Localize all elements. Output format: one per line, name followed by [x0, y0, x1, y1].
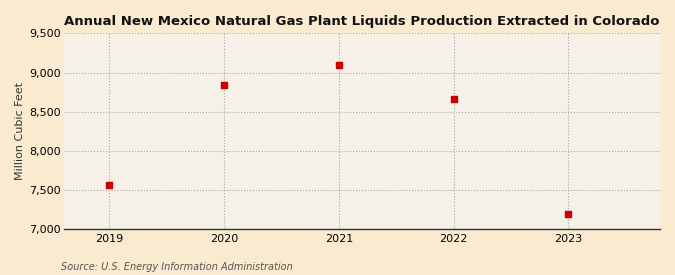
Text: Source: U.S. Energy Information Administration: Source: U.S. Energy Information Administ… — [61, 262, 292, 272]
Point — [563, 212, 574, 217]
Title: Annual New Mexico Natural Gas Plant Liquids Production Extracted in Colorado: Annual New Mexico Natural Gas Plant Liqu… — [64, 15, 659, 28]
Point — [104, 183, 115, 188]
Point — [333, 63, 344, 68]
Point — [448, 97, 459, 101]
Point — [219, 83, 230, 87]
Y-axis label: Million Cubic Feet: Million Cubic Feet — [15, 82, 25, 180]
